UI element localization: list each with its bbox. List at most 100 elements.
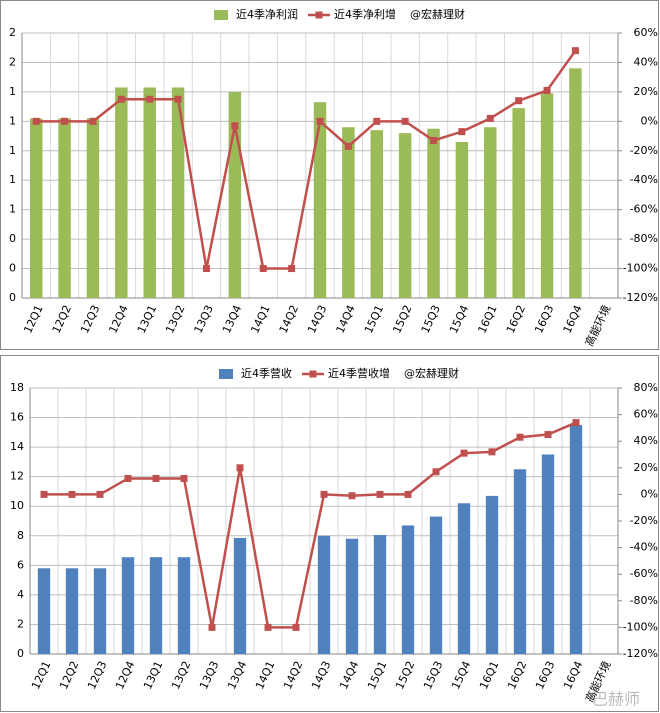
bar [370,130,384,298]
marker [89,117,97,125]
bar [93,568,107,654]
y2-tick-label: 40% [634,434,658,447]
bar [86,118,100,298]
bar [317,535,331,654]
bar [65,568,79,654]
y-tick-label: 1 [9,114,16,127]
y2-tick-label: -100% [623,262,658,275]
y-tick-label: 1 [9,144,16,157]
y2-tick-label: -40% [630,541,658,554]
bar [401,525,415,654]
marker [571,47,579,55]
marker [432,468,440,476]
bar [540,93,554,298]
bar [569,68,582,298]
marker [61,117,69,125]
y2-tick-label: 20% [634,85,658,98]
y2-tick-label: -40% [630,173,658,186]
bar [149,557,163,654]
marker [516,433,524,441]
marker [404,490,412,498]
y2-tick-label: 0% [641,487,658,500]
bar [455,141,469,298]
legend-label: 近4季营收 [241,366,292,380]
y2-tick-label: -100% [623,620,658,633]
marker [344,142,352,150]
y-tick-label: 0 [9,232,16,245]
marker [488,448,496,456]
y2-tick-label: 80% [634,381,658,394]
y2-tick-label: -60% [630,203,658,216]
y-tick-label: 10 [10,499,24,512]
bar [373,535,387,654]
marker [316,117,324,125]
marker [486,114,494,122]
bar [58,118,71,298]
legend-label: 近4季营收增 [328,366,390,380]
y2-tick-label: 0% [641,114,658,127]
marker [401,117,409,125]
marker [544,431,552,439]
y-tick-label: 14 [10,440,24,453]
bar [398,133,412,298]
bar [345,538,359,654]
y-tick-label: 2 [9,55,16,68]
y2-tick-label: -20% [630,144,658,157]
marker [40,490,48,498]
y-tick-label: 6 [17,558,24,571]
annotation: @宏赫理财 [404,366,459,380]
bar [115,87,128,298]
marker [348,492,356,500]
marker [152,474,160,482]
bar [512,108,525,298]
marker [288,265,296,273]
y-tick-label: 1 [9,85,16,98]
marker [292,623,300,631]
marker [460,449,468,457]
y-tick-label: 2 [9,26,16,39]
bar [29,118,43,298]
line [44,421,577,629]
legend-swatch [214,10,228,20]
marker [124,474,132,482]
legend-swatch [315,11,323,19]
marker [68,490,76,498]
bar [143,87,156,298]
marker [117,95,125,103]
y-tick-label: 0 [9,291,16,304]
y-tick-label: 1 [9,203,16,216]
y2-tick-label: -80% [630,232,658,245]
y-tick-label: 8 [17,529,24,542]
bar [485,495,499,654]
bar [427,128,440,298]
bar [171,87,185,298]
marker [174,95,182,103]
bar [121,557,135,654]
bar [513,469,527,654]
y-tick-label: 0 [17,647,24,660]
bar [541,454,555,654]
marker [180,474,188,482]
y2-tick-label: -120% [623,291,658,304]
y-tick-label: 18 [10,381,24,394]
y-tick-label: 16 [10,411,24,424]
y2-tick-label: -80% [630,594,658,607]
y2-tick-label: 60% [634,408,658,421]
y2-tick-label: -60% [630,567,658,580]
marker [202,265,210,273]
y-tick-label: 2 [17,617,24,630]
marker [515,97,523,105]
marker [430,136,438,144]
chart-frame [0,0,659,350]
y2-tick-label: -120% [623,647,658,660]
marker [572,419,580,427]
y-tick-label: 0 [9,262,16,275]
legend-label: 近4季净利润 [236,7,298,21]
bar [342,127,355,298]
marker [543,86,551,94]
y2-tick-label: 60% [634,26,658,39]
legend-swatch [219,369,233,379]
marker [259,265,267,273]
y2-tick-label: 20% [634,461,658,474]
